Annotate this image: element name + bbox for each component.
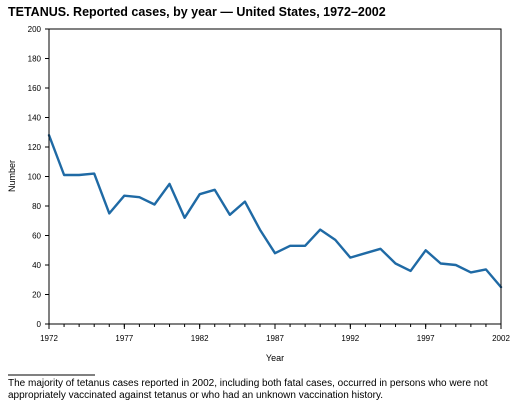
x-tick-label: 1982 [191,334,209,343]
chart-title: TETANUS. Reported cases, by year — Unite… [8,5,386,19]
y-tick-label: 0 [37,320,42,329]
y-tick-label: 20 [32,291,41,300]
plot-frame [48,28,502,325]
x-tick-label: 2002 [492,334,510,343]
x-tick-label: 1987 [266,334,284,343]
y-tick-label: 60 [32,232,41,241]
y-tick-label: 100 [28,173,42,182]
x-tick-label: 1972 [40,334,58,343]
series-layer [47,133,503,289]
y-tick-label: 180 [28,55,42,64]
y-tick-label: 120 [28,143,42,152]
x-axis-ticks: 1972 1977 1982 1987 1992 1997 2002 [40,324,510,343]
y-axis-ticks: 0 20 40 60 80 100 120 140 160 180 200 [28,25,49,329]
y-axis-label: Number [7,160,17,192]
y-tick-label: 140 [28,114,42,123]
chart-title-rest: Reported cases, by year — United States,… [70,5,386,19]
chart-title-bold: TETANUS. [8,5,70,19]
y-tick-label: 40 [32,261,41,270]
series-line [47,133,503,289]
footnote: The majority of tetanus cases reported i… [8,378,488,401]
y-tick-label: 80 [32,202,41,211]
x-tick-label: 1997 [417,334,435,343]
y-tick-label: 200 [28,25,42,34]
y-tick-label: 160 [28,84,42,93]
x-tick-label: 1992 [341,334,359,343]
x-tick-label: 1977 [115,334,133,343]
x-axis-label: Year [266,353,284,363]
